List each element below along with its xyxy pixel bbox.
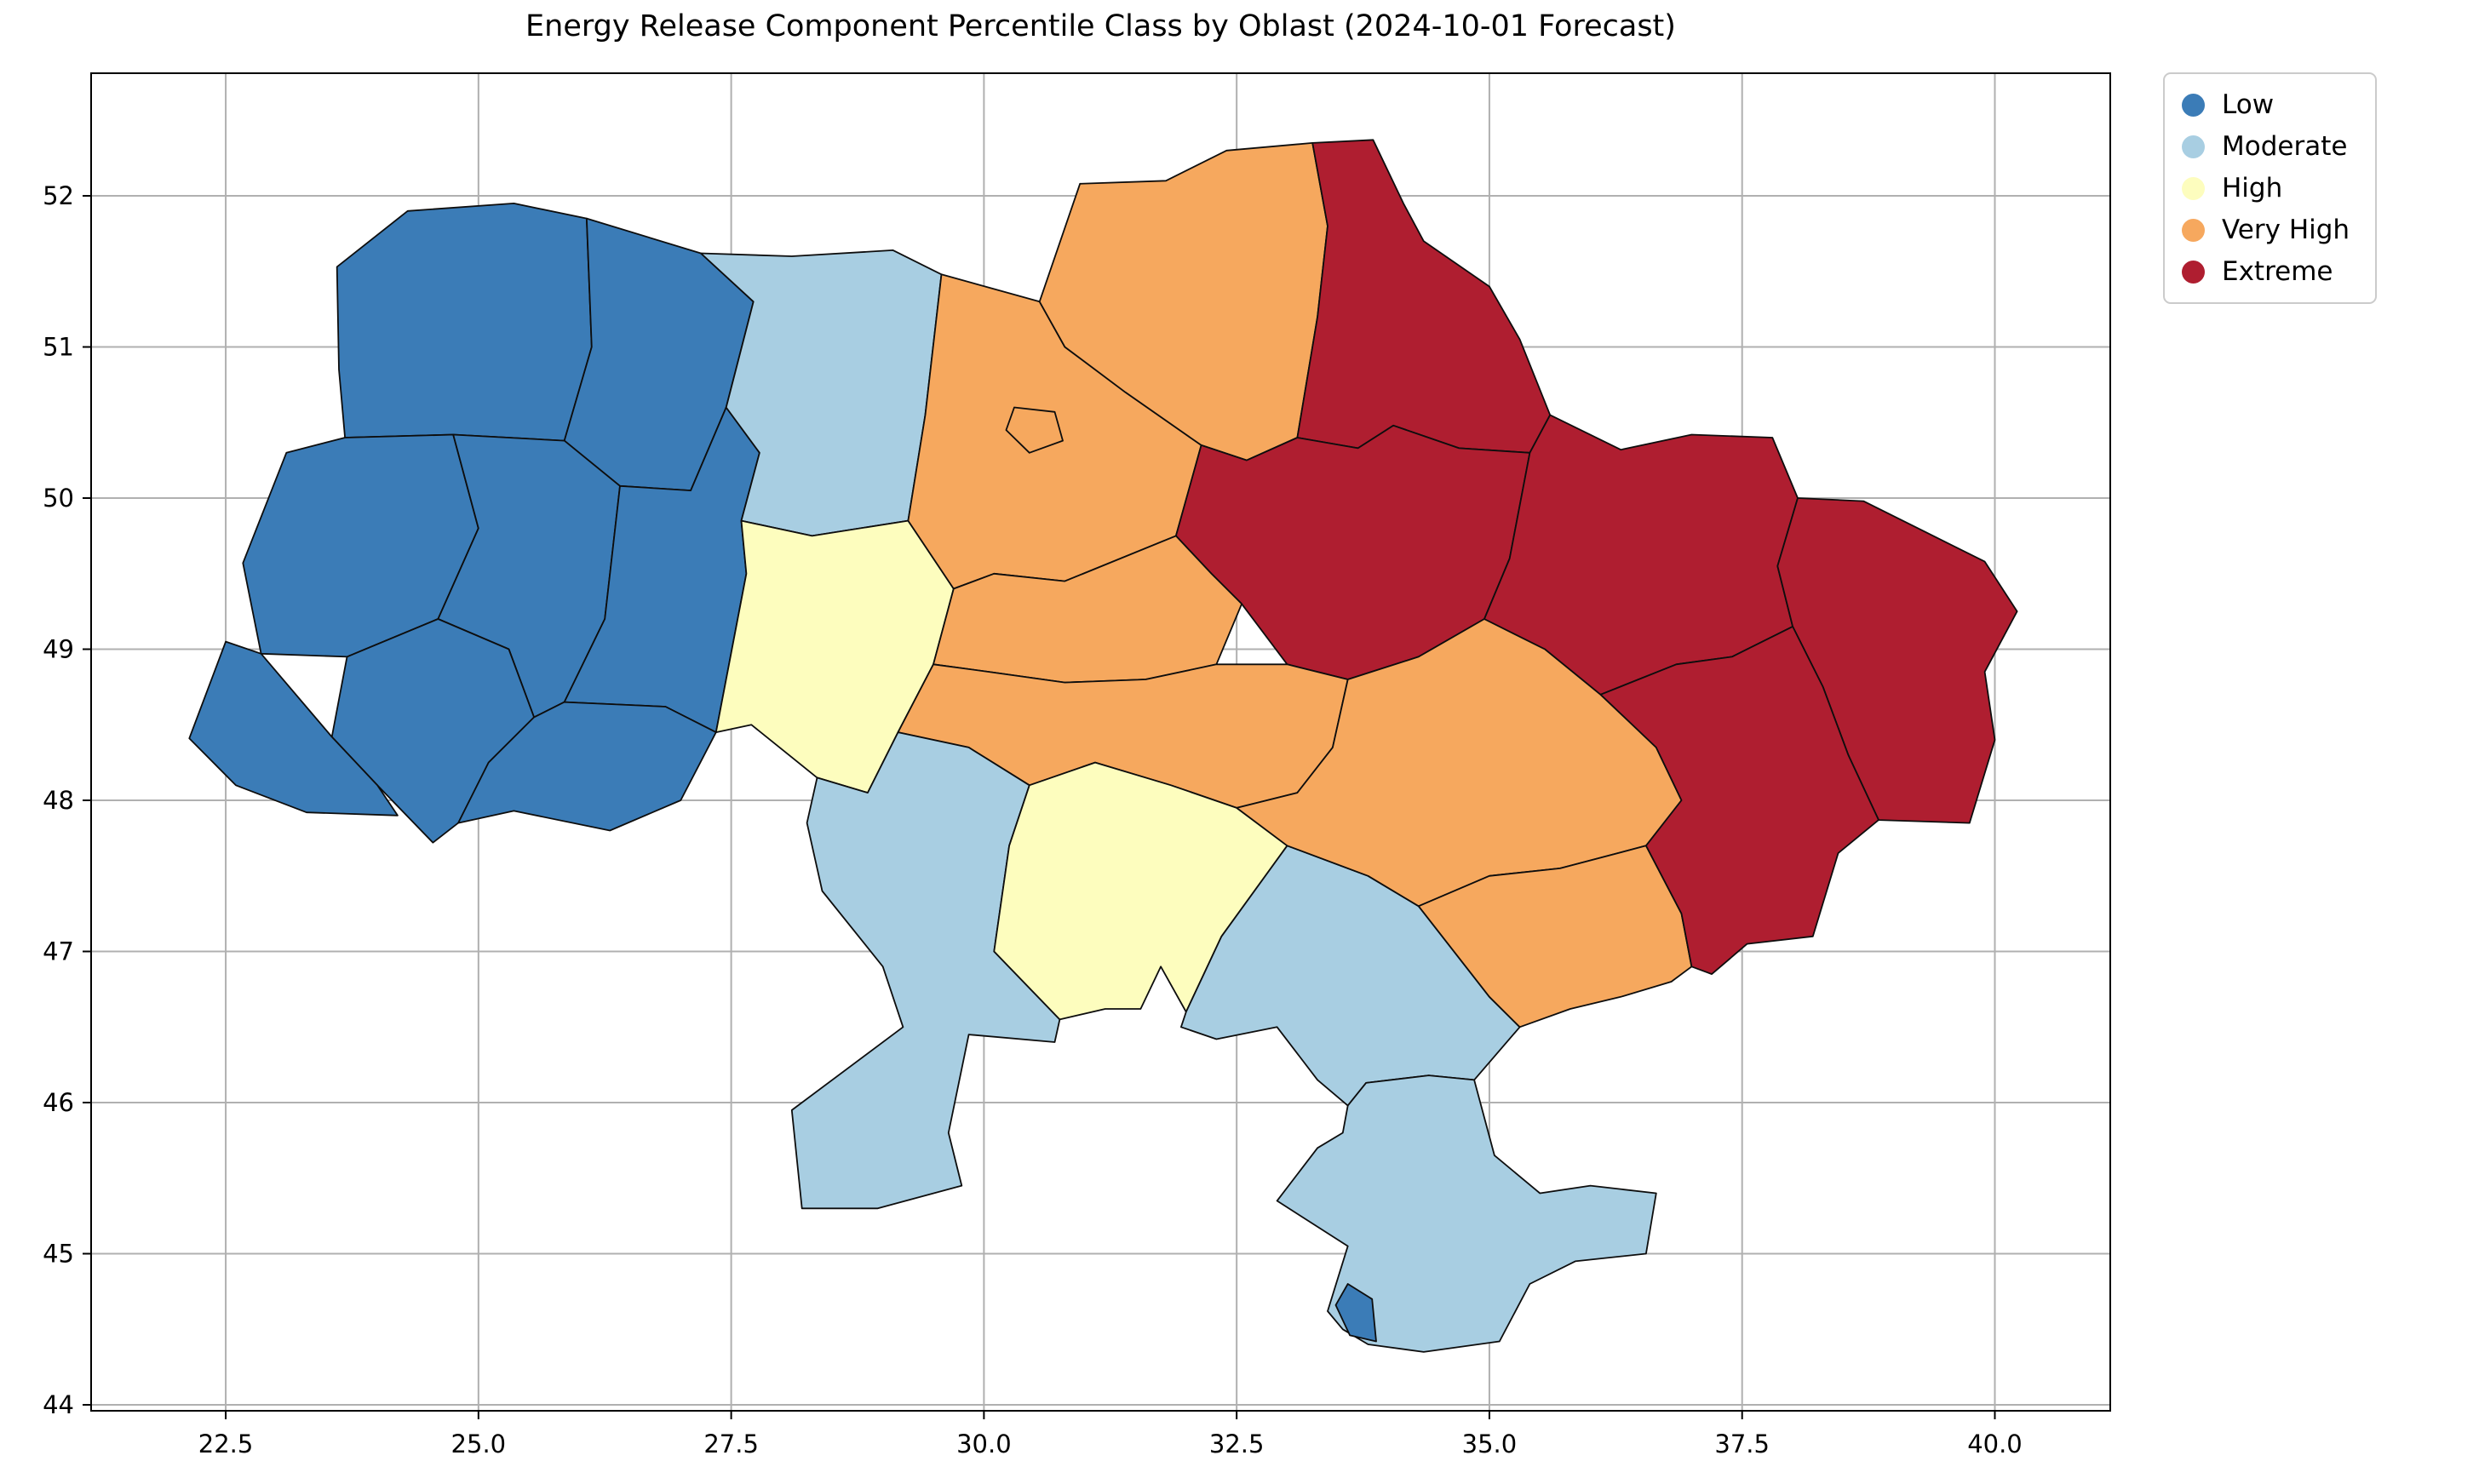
region-sumy bbox=[1296, 139, 1552, 454]
chart-title: Energy Release Component Percentile Clas… bbox=[525, 9, 1676, 43]
region-odesa bbox=[790, 731, 1061, 1210]
y-tick-label: 50 bbox=[43, 484, 74, 513]
region-chernivtsi bbox=[457, 701, 717, 832]
region-mykolaiv bbox=[993, 761, 1288, 1021]
region-donetsk bbox=[1599, 626, 1879, 975]
x-tick-label: 25.0 bbox=[451, 1430, 507, 1458]
oblast-regions bbox=[188, 139, 2018, 1353]
y-tick-label: 48 bbox=[43, 786, 74, 815]
x-tick-label: 30.0 bbox=[956, 1430, 1012, 1458]
x-tick-label: 22.5 bbox=[198, 1430, 254, 1458]
legend-marker-icon bbox=[2182, 260, 2205, 284]
y-tick-label: 49 bbox=[43, 635, 74, 664]
legend-item-very-high: Very High bbox=[2182, 215, 2350, 245]
axes-frame bbox=[90, 72, 2111, 1412]
region-kyiv-city bbox=[1005, 406, 1064, 454]
legend-label: Extreme bbox=[2222, 256, 2333, 287]
region-zakarpattia bbox=[188, 640, 399, 816]
x-tick-label: 32.5 bbox=[1209, 1430, 1265, 1458]
x-tick-label: 37.5 bbox=[1714, 1430, 1770, 1458]
y-tick-label: 51 bbox=[43, 333, 74, 362]
legend-label: High bbox=[2222, 173, 2283, 203]
y-tick-label: 52 bbox=[43, 181, 74, 210]
x-tick-label: 27.5 bbox=[703, 1430, 759, 1458]
y-tick-label: 47 bbox=[43, 937, 74, 966]
y-tick-label: 45 bbox=[43, 1240, 74, 1269]
region-zaporizhzhia bbox=[1417, 845, 1693, 1028]
legend-item-extreme: Extreme bbox=[2182, 256, 2350, 287]
y-tick-label: 44 bbox=[43, 1390, 74, 1419]
region-crimea bbox=[1276, 1074, 1657, 1353]
region-volyn bbox=[336, 203, 593, 442]
legend-marker-icon bbox=[2182, 218, 2205, 242]
map-plot-area: 22.5 25.0 27.5 30.0 32.5 35.0 37.5 40.0 44 45 46 47… bbox=[43, 72, 2111, 1458]
region-sevastopol bbox=[1334, 1283, 1377, 1343]
legend-item-moderate: Moderate bbox=[2182, 131, 2350, 162]
legend: Low Moderate High Very High Extreme bbox=[2163, 72, 2378, 304]
legend-item-high: High bbox=[2182, 173, 2350, 203]
legend-item-low: Low bbox=[2182, 89, 2350, 120]
legend-label: Moderate bbox=[2222, 131, 2348, 162]
y-tick-label: 46 bbox=[43, 1088, 74, 1117]
legend-marker-icon bbox=[2182, 135, 2205, 158]
legend-label: Very High bbox=[2222, 215, 2350, 245]
legend-marker-icon bbox=[2182, 93, 2205, 117]
legend-marker-icon bbox=[2182, 176, 2205, 200]
x-tick-label: 40.0 bbox=[1967, 1430, 2023, 1458]
legend-label: Low bbox=[2222, 89, 2275, 120]
x-tick-label: 35.0 bbox=[1462, 1430, 1518, 1458]
